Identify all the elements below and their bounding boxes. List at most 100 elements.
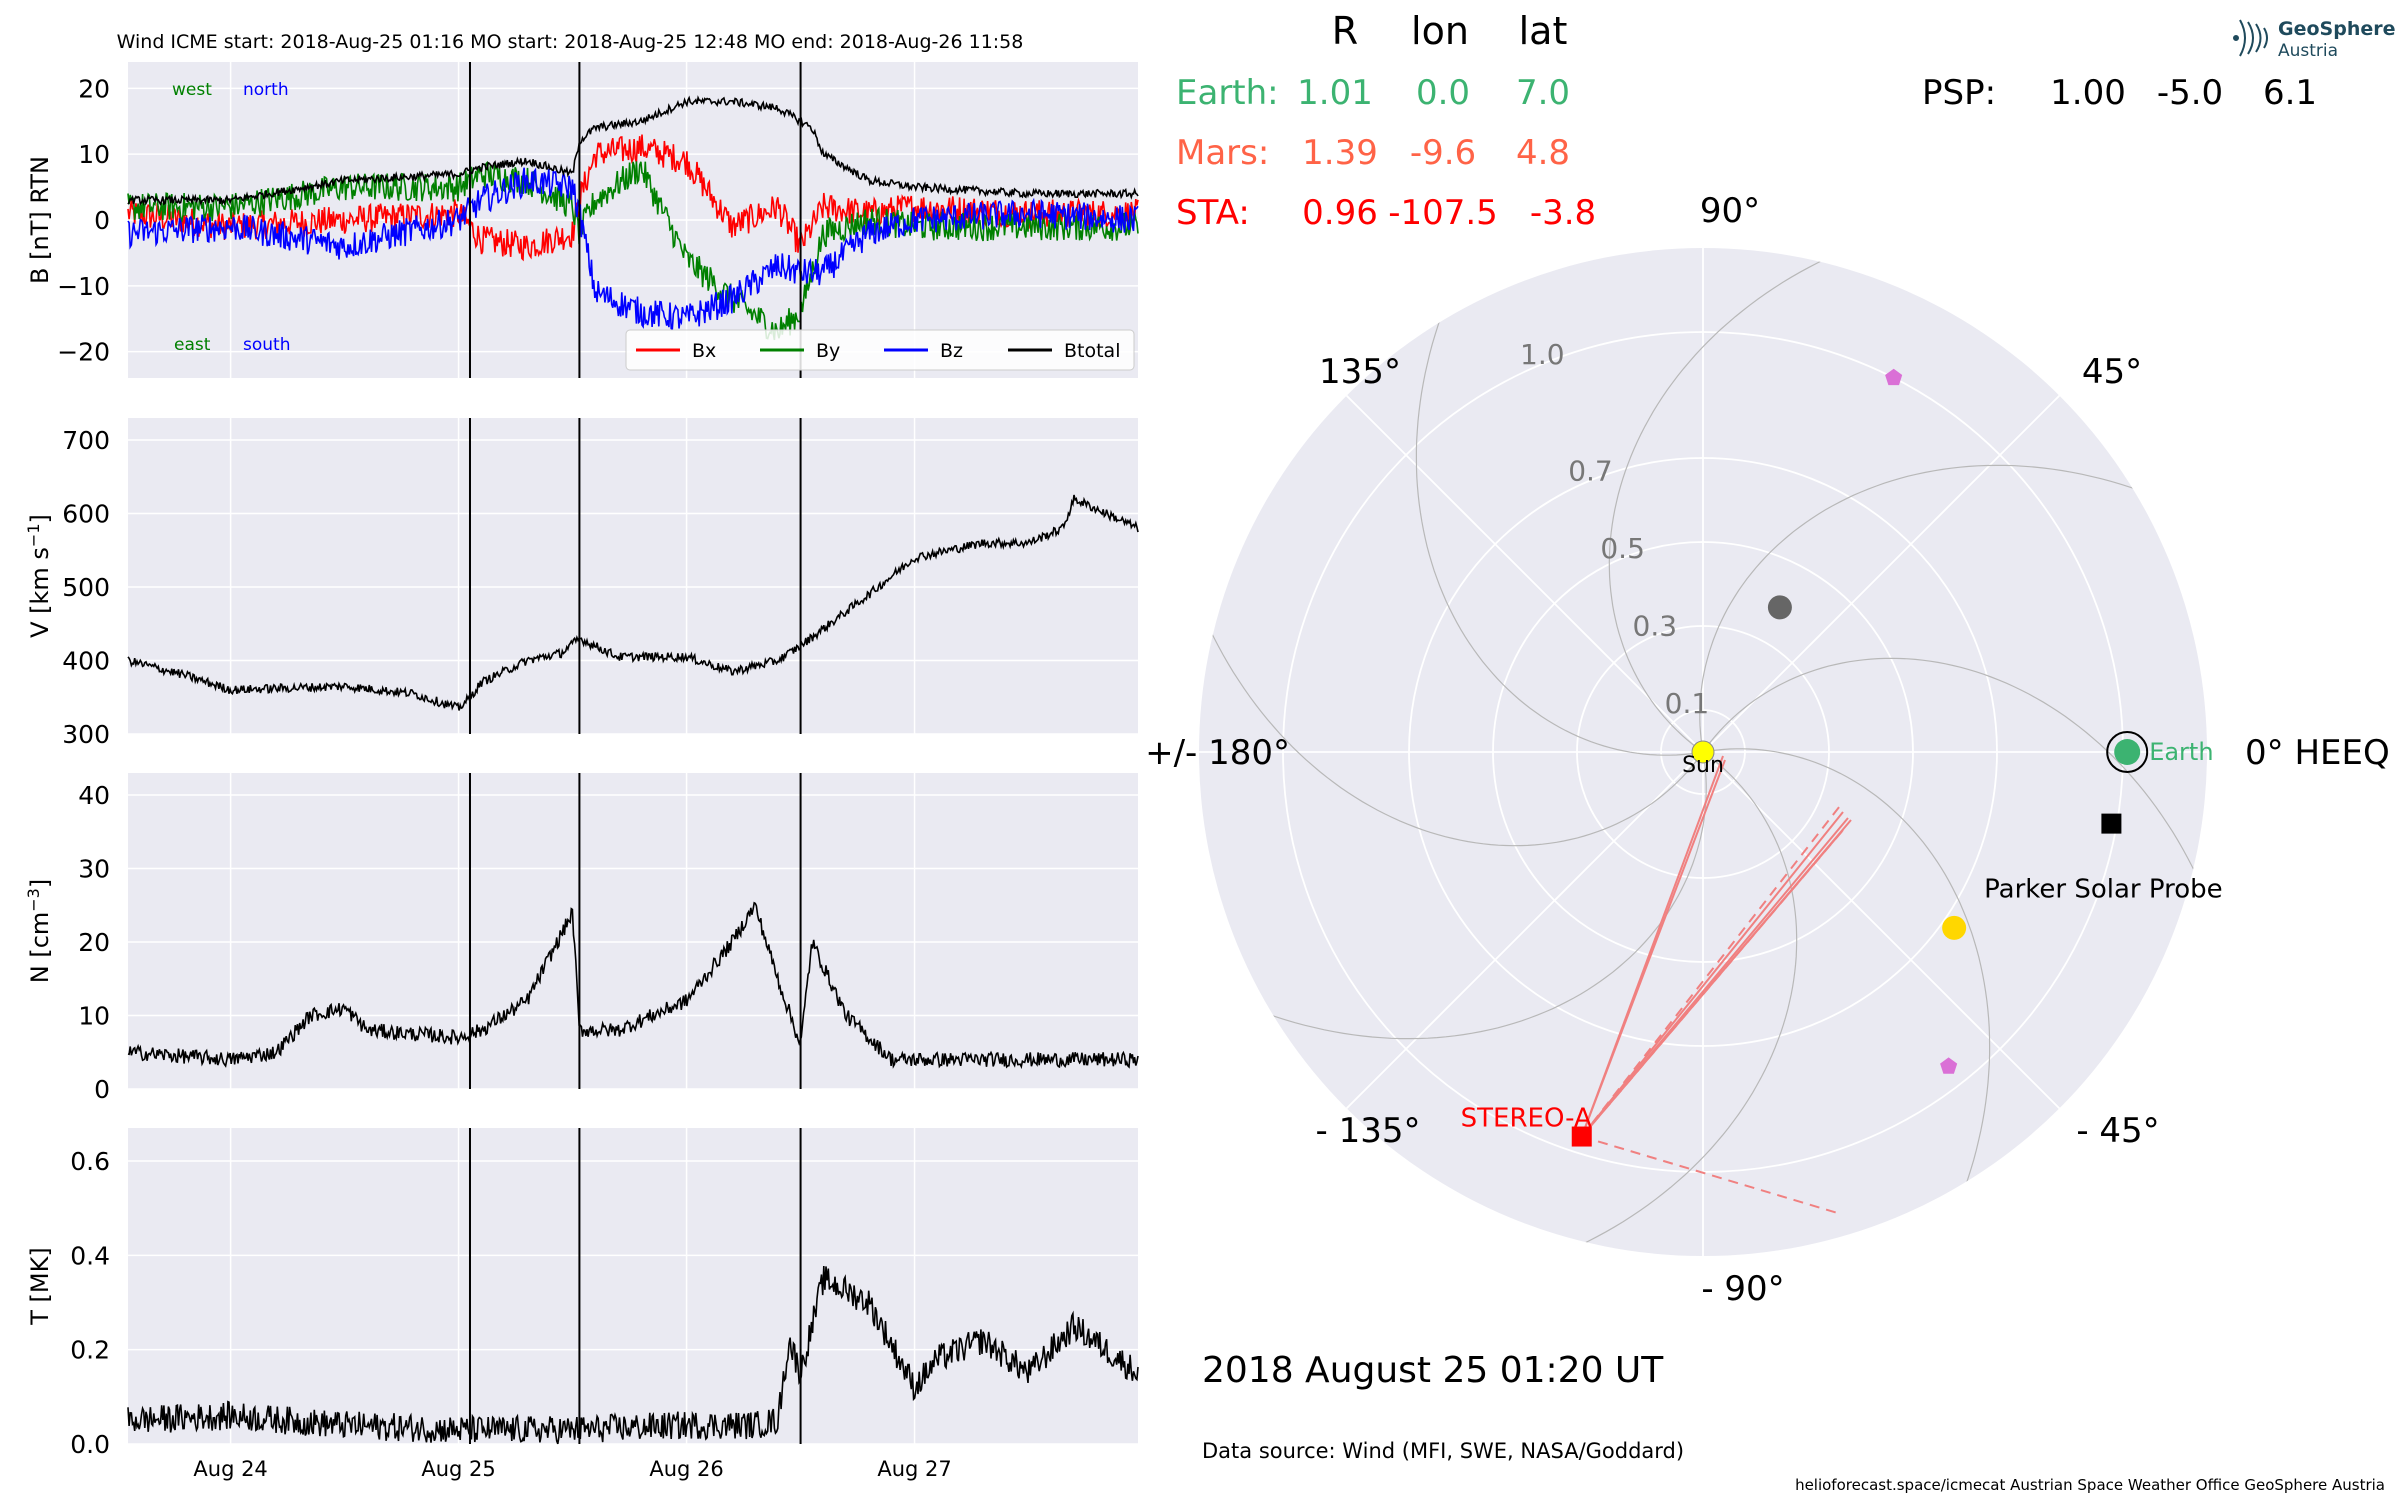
earth-label: Earth bbox=[2149, 738, 2213, 766]
ytick-label-1-1: 600 bbox=[62, 500, 110, 529]
xtick-label-0: Aug 24 bbox=[193, 1457, 267, 1481]
ytick-label-1-4: 300 bbox=[62, 720, 110, 749]
angle-label-6: +/- 180° bbox=[1145, 733, 1290, 773]
series-bz-line bbox=[127, 167, 1139, 331]
ytick-label-3-1: 0.4 bbox=[70, 1241, 110, 1270]
panel-bg-2 bbox=[128, 773, 1138, 1089]
mercury-marker bbox=[1767, 595, 1792, 620]
logo-line1: GeoSphere bbox=[2278, 18, 2396, 40]
earth-marker bbox=[2114, 739, 2141, 765]
earth-pos-label: Earth: bbox=[1176, 73, 1279, 113]
psp-marker bbox=[2101, 813, 2122, 834]
angle-label-5: - 135° bbox=[1316, 1111, 1421, 1151]
pos-header-lat: lat bbox=[1519, 9, 1568, 53]
ytick-label-0-3: −10 bbox=[57, 272, 110, 301]
mars-pos-lon: -9.6 bbox=[1410, 133, 1476, 173]
south-label: south bbox=[243, 335, 290, 355]
ylabel-sup-2: −3 bbox=[24, 888, 43, 912]
data-source-label: Data source: Wind (MFI, SWE, NASA/Goddar… bbox=[1202, 1439, 1684, 1463]
legend-label-btotal: Btotal bbox=[1064, 340, 1120, 362]
sun-marker bbox=[1691, 740, 1715, 764]
mars-pos-r: 1.39 bbox=[1302, 133, 1378, 173]
ytick-label-2-1: 30 bbox=[78, 855, 110, 884]
ytick-label-2-4: 0 bbox=[94, 1075, 110, 1104]
footer-label: helioforecast.space/icmecat Austrian Spa… bbox=[1795, 1476, 2385, 1494]
timeseries-header: Wind ICME start: 2018-Aug-25 01:16 MO st… bbox=[117, 31, 1024, 53]
series-v-line bbox=[127, 494, 1139, 711]
ytick-label-1-0: 700 bbox=[62, 426, 110, 455]
series-n-line bbox=[127, 901, 1139, 1070]
ytick-label-3-3: 0.0 bbox=[70, 1430, 110, 1459]
b-legend: Bx By Bz Btotal bbox=[625, 329, 1135, 371]
ytick-label-0-0: 20 bbox=[78, 74, 110, 103]
north-label: north bbox=[243, 80, 289, 100]
sta-pos-label: STA: bbox=[1176, 193, 1250, 233]
stereo-a-label: STEREO-A bbox=[1461, 1104, 1592, 1134]
earth-pos-r: 1.01 bbox=[1297, 73, 1373, 113]
ytick-label-2-3: 10 bbox=[78, 1002, 110, 1031]
ytick-label-3-0: 0.6 bbox=[70, 1147, 110, 1176]
ytick-label-3-2: 0.2 bbox=[70, 1336, 110, 1365]
panel-bg-1 bbox=[128, 418, 1138, 734]
ylabel-1: V [km s−1] bbox=[24, 514, 55, 638]
west-label: west bbox=[172, 80, 212, 100]
ylabel-sup-1: −1 bbox=[24, 523, 43, 547]
position-table: R lon lat Earth: 1.01 0.0 7.0 Mars: 1.39… bbox=[1176, 9, 2317, 233]
polar-plot: 0.1 0.3 0.5 0.7 1.0 90° 45° 0° HEEQ - 45° - 90° - … bbox=[1145, 191, 2390, 1309]
ytick-label-0-2: 0 bbox=[94, 206, 110, 235]
ytick-label-0-4: −20 bbox=[57, 338, 110, 367]
datetime-label: 2018 August 25 01:20 UT bbox=[1202, 1350, 1664, 1391]
psp-pos-label: PSP: bbox=[1922, 73, 1996, 113]
ylabel-2: N [cm−3] bbox=[24, 879, 55, 984]
mars-pos-lat: 4.8 bbox=[1516, 133, 1570, 173]
ytick-label-1-2: 500 bbox=[62, 573, 110, 602]
radial-label-4: 1.0 bbox=[1520, 338, 1565, 371]
pos-header-lon: lon bbox=[1411, 9, 1469, 53]
pos-header-r: R bbox=[1332, 9, 1358, 53]
venus-marker bbox=[1942, 915, 1967, 940]
parker-spirals bbox=[1199, 248, 2207, 1256]
psp-label: Parker Solar Probe bbox=[1984, 875, 2222, 905]
series-btotal-line bbox=[127, 95, 1139, 207]
sun-label: Sun bbox=[1682, 753, 1724, 778]
geosphere-logo: GeoSphere Austria bbox=[2233, 18, 2396, 61]
radial-label-1: 0.3 bbox=[1633, 610, 1678, 643]
angle-label-1: 45° bbox=[2082, 352, 2142, 392]
angle-label-3: - 45° bbox=[2076, 1111, 2159, 1151]
xtick-label-2: Aug 26 bbox=[649, 1457, 723, 1481]
angle-label-4: - 90° bbox=[1701, 1269, 1784, 1309]
radial-label-2: 0.5 bbox=[1600, 532, 1645, 565]
earth-pos-lon: 0.0 bbox=[1416, 73, 1470, 113]
xtick-label-1: Aug 25 bbox=[421, 1457, 495, 1481]
angle-label-0: 90° bbox=[1700, 191, 1760, 231]
ylabel-end-1: ] bbox=[26, 514, 54, 523]
panel-bg-3 bbox=[128, 1128, 1138, 1444]
radial-label-3: 0.7 bbox=[1568, 454, 1613, 487]
radial-label-0: 0.1 bbox=[1665, 687, 1710, 720]
sta-pos-lon: -107.5 bbox=[1388, 193, 1498, 233]
earth-pos-lat: 7.0 bbox=[1516, 73, 1570, 113]
xtick-label-3: Aug 27 bbox=[877, 1457, 951, 1481]
legend-label-bz: Bz bbox=[940, 340, 963, 362]
psp-pos-lon: -5.0 bbox=[2157, 73, 2223, 113]
angle-label-7: 135° bbox=[1319, 352, 1401, 392]
sta-pos-lat: -3.8 bbox=[1530, 193, 1596, 233]
ylabel-0: B [nT] RTN bbox=[26, 156, 54, 284]
ytick-label-0-1: 10 bbox=[78, 140, 110, 169]
geosphere-logo-icon bbox=[2233, 19, 2268, 57]
stereo-a-marker bbox=[1571, 1126, 1592, 1147]
pink-marker-1 bbox=[1885, 368, 1903, 386]
ytick-label-2-0: 40 bbox=[78, 781, 110, 810]
ytick-label-2-2: 20 bbox=[78, 928, 110, 957]
earth-ring bbox=[2106, 731, 2149, 773]
legend-label-by: By bbox=[816, 340, 840, 362]
east-label: east bbox=[174, 335, 211, 355]
psp-pos-lat: 6.1 bbox=[2263, 73, 2317, 113]
ylabel-end-2: ] bbox=[26, 879, 54, 888]
series-t-line bbox=[127, 1265, 1139, 1445]
ytick-label-1-3: 400 bbox=[62, 647, 110, 676]
legend-label-bx: Bx bbox=[692, 340, 716, 362]
sta-view-lines bbox=[1580, 755, 1852, 1215]
logo-line2: Austria bbox=[2278, 41, 2338, 61]
